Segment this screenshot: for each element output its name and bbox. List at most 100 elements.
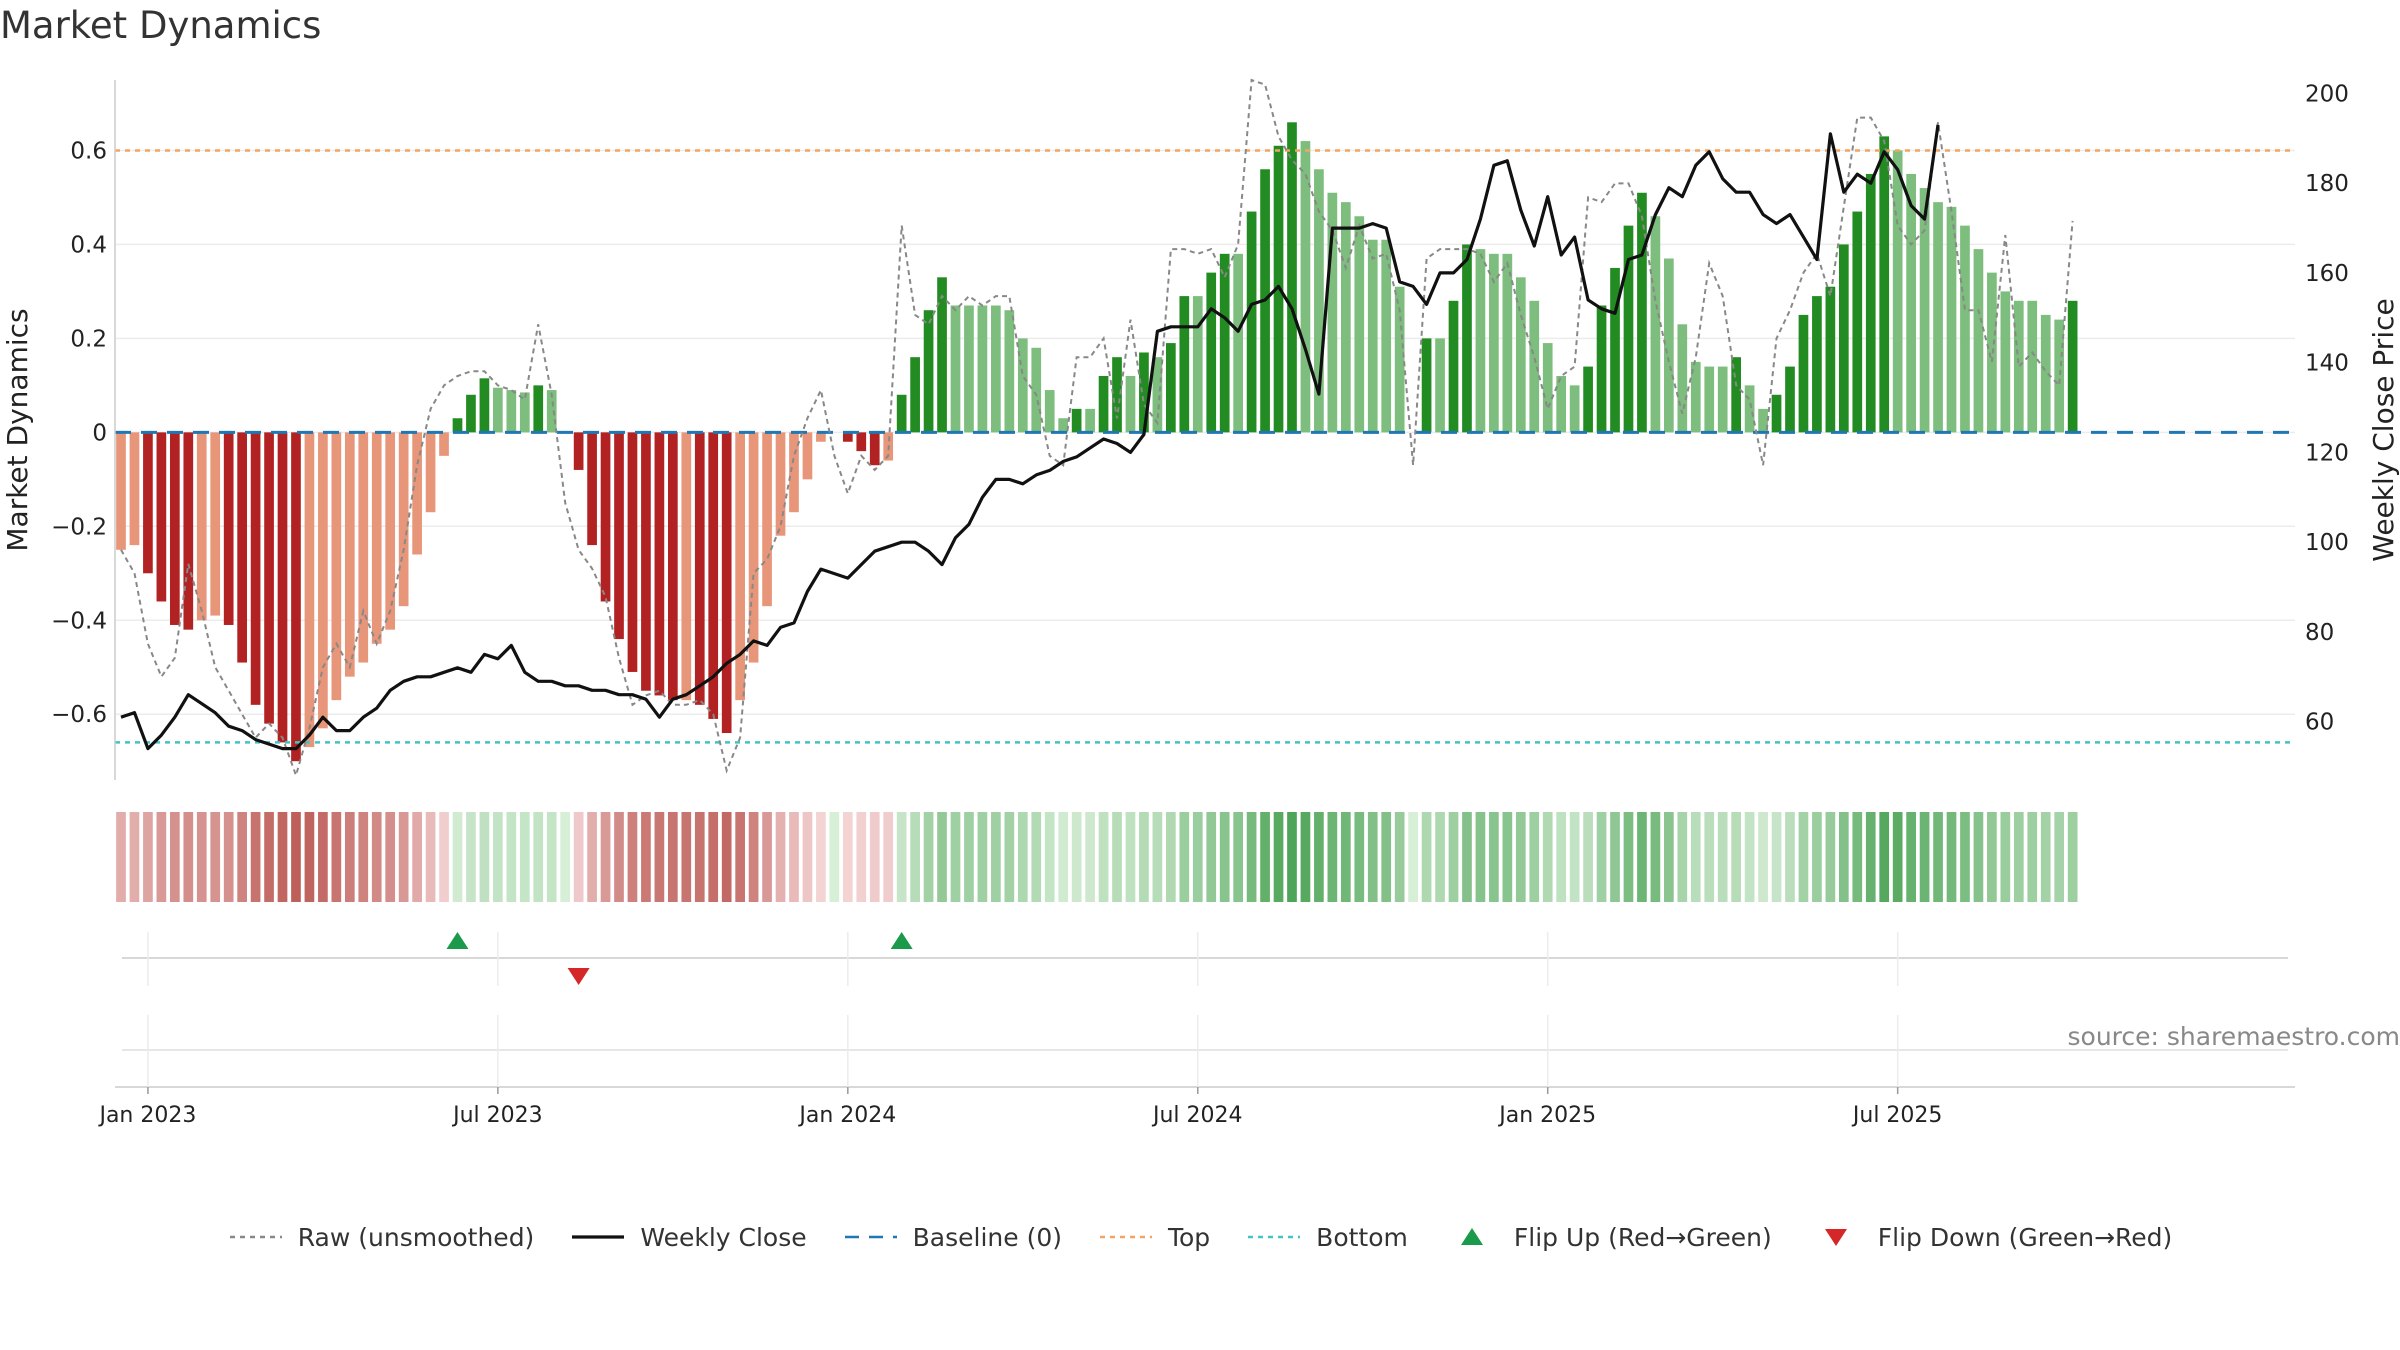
momentum-bar — [896, 394, 907, 433]
momentum-bar — [694, 432, 705, 705]
momentum-bar — [1744, 385, 1755, 433]
momentum-bar — [452, 418, 463, 433]
momentum-bar — [371, 432, 382, 644]
heat-strip-cell — [304, 812, 315, 902]
momentum-bar — [789, 432, 799, 513]
heat-strip-cell — [964, 812, 974, 902]
momentum-bar — [1515, 277, 1526, 433]
x-tick-label: Jul 2024 — [1151, 1103, 1243, 1128]
heat-strip-cell — [1233, 812, 1243, 902]
heat-strip-cell — [1273, 812, 1284, 902]
heat-strip-cell — [667, 812, 678, 902]
heat-strip-cell — [1610, 812, 1620, 902]
heat-strip-cell — [1260, 812, 1270, 902]
heat-strip-cell — [1798, 812, 1809, 902]
x-tick-label: Jan 2023 — [97, 1103, 196, 1128]
flip-up-marker — [446, 932, 469, 949]
momentum-bar — [1112, 357, 1122, 433]
momentum-bar — [923, 310, 934, 433]
y-tick-label: 0.2 — [70, 326, 107, 352]
momentum-bar — [1717, 366, 1728, 433]
heat-strip-cell — [573, 812, 584, 902]
heat-strip-cell — [237, 812, 247, 902]
y-tick-label: −0.2 — [51, 514, 107, 540]
momentum-bar — [385, 432, 396, 630]
momentum-bar — [412, 432, 422, 555]
momentum-bar — [1448, 300, 1459, 433]
momentum-bar — [1004, 310, 1015, 433]
heat-strip-cell — [1919, 812, 1930, 902]
momentum-bar — [910, 357, 920, 433]
heat-strip-cell — [816, 812, 826, 902]
heat-strip-cell — [2000, 812, 2011, 902]
dashed-line-icon — [844, 1235, 897, 1239]
momentum-bar — [466, 394, 476, 433]
heat-strip-cell — [694, 812, 705, 902]
heat-strip-cell — [2040, 812, 2051, 902]
heat-strip-cell — [869, 812, 880, 902]
momentum-bar — [1435, 338, 1445, 433]
heat-strip-cell — [1677, 812, 1688, 902]
heat-strip-cell — [1489, 812, 1499, 902]
heat-strip-cell — [196, 812, 207, 902]
heat-strip-cell — [1300, 812, 1311, 902]
momentum-bar — [1879, 136, 1890, 433]
heat-strip-cell — [600, 812, 611, 902]
heat-strip-cell — [748, 812, 759, 902]
momentum-bar — [869, 432, 880, 466]
momentum-bar — [735, 432, 745, 701]
chart-title: Market Dynamics — [0, 4, 322, 47]
heat-strip-cell — [291, 812, 301, 902]
momentum-bar — [1758, 408, 1768, 433]
heat-strip-cell — [1206, 812, 1217, 902]
momentum-bar — [1529, 300, 1540, 433]
momentum-bar — [546, 390, 557, 433]
momentum-bar — [1704, 366, 1715, 433]
heat-strip-cell — [681, 812, 692, 902]
heat-strip-cell — [331, 812, 342, 902]
heat-strip-cell — [1219, 812, 1230, 902]
momentum-bar — [1812, 296, 1822, 433]
momentum-bar — [1542, 343, 1553, 433]
momentum-bar — [129, 432, 140, 546]
momentum-bar — [479, 378, 490, 433]
heat-strip-cell — [1650, 812, 1661, 902]
momentum-bar — [1771, 394, 1782, 433]
y-tick-label: −0.6 — [51, 702, 107, 728]
heat-strip-cell — [1704, 812, 1715, 902]
y2-axis-label: Weekly Close Price — [2367, 298, 2400, 561]
heat-strip-cell — [1004, 812, 1015, 902]
momentum-bar — [1394, 286, 1405, 433]
heat-strip-cell — [2027, 812, 2038, 902]
heat-strip-cell — [2067, 812, 2078, 902]
momentum-bar — [1933, 202, 1943, 433]
momentum-bar — [1287, 122, 1297, 433]
heat-strip-cell — [950, 812, 961, 902]
heat-strip-cell — [344, 812, 355, 902]
momentum-bar — [950, 305, 961, 433]
heat-strip-cell — [1556, 812, 1567, 902]
heat-strip-cell — [1287, 812, 1297, 902]
heat-strip-cell — [264, 812, 274, 902]
momentum-bar — [1987, 272, 1997, 433]
heat-strip-cell — [1892, 812, 1903, 902]
momentum-bar — [1206, 272, 1217, 433]
heat-strip-cell — [169, 812, 180, 902]
momentum-bar — [318, 432, 328, 729]
heat-strip-cell — [385, 812, 396, 902]
legend-item-flip_down: Flip Down (Green→Red) — [1808, 1223, 2172, 1252]
heat-strip-cell — [371, 812, 382, 902]
heat-strip-cell — [452, 812, 463, 902]
momentum-bar — [1179, 296, 1190, 433]
raw-line-series — [120, 78, 2074, 779]
heat-strip-cell — [1327, 812, 1338, 902]
momentum-bar — [1233, 253, 1243, 433]
y2-tick-label: 100 — [2305, 530, 2349, 556]
momentum-bar — [519, 392, 530, 433]
momentum-bar — [1677, 324, 1688, 433]
heat-strip-cell — [1354, 812, 1365, 902]
momentum-bar — [1838, 244, 1849, 433]
heat-strip-cell — [1017, 812, 1028, 902]
heat-strip-cell — [1583, 812, 1593, 902]
